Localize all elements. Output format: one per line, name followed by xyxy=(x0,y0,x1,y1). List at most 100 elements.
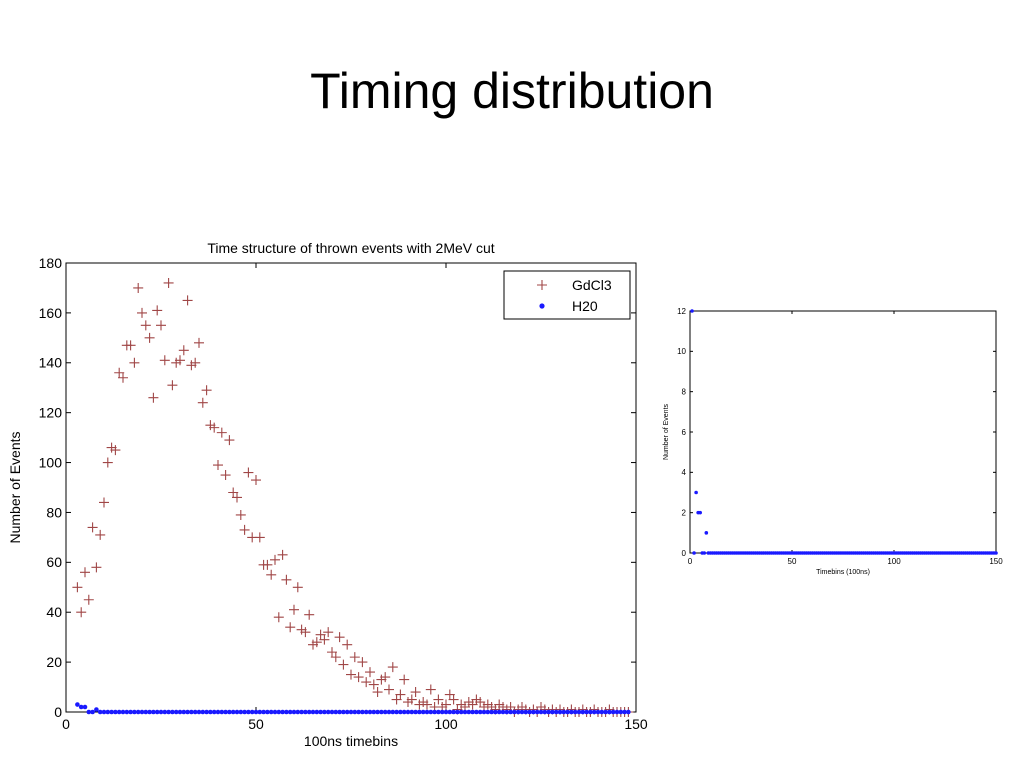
h2o-point xyxy=(219,709,225,715)
h2o-point xyxy=(474,709,479,715)
gdcl3-point xyxy=(220,470,231,481)
h2o-point xyxy=(462,709,468,715)
y-tick-label: 2 xyxy=(682,508,687,517)
h2o-point xyxy=(147,709,152,715)
gdcl3-point xyxy=(425,684,436,695)
h2o-point xyxy=(333,709,339,715)
h2o-point xyxy=(200,709,206,715)
y-tick-label: 10 xyxy=(677,347,686,356)
h2o-point xyxy=(124,709,130,715)
h2o-point xyxy=(538,709,544,715)
h2o-point xyxy=(128,709,133,715)
gdcl3-point xyxy=(277,549,288,560)
gdcl3-point xyxy=(216,427,227,438)
h2o-point xyxy=(413,709,418,715)
h2o-point xyxy=(447,709,453,715)
h2o-point xyxy=(519,709,525,715)
h2o-point xyxy=(382,709,388,715)
x-tick-label: 150 xyxy=(989,557,1003,566)
h2o-point xyxy=(390,709,396,715)
plot-frame xyxy=(689,310,997,554)
h2o-point xyxy=(508,709,513,715)
h2o-point xyxy=(90,709,95,715)
h2o-point xyxy=(181,709,187,715)
h2o-point xyxy=(299,709,304,715)
h2o-point xyxy=(626,709,631,715)
gdcl3-point xyxy=(254,532,265,543)
h2o-point xyxy=(702,551,707,555)
h2o-point xyxy=(367,709,373,715)
legend-label: GdCl3 xyxy=(572,277,612,293)
h2o-point xyxy=(610,709,616,715)
h2o-point xyxy=(86,709,92,715)
gdcl3-point xyxy=(441,699,451,710)
h2o-point xyxy=(253,709,259,715)
h2o-point xyxy=(132,709,137,715)
h2o-point xyxy=(398,709,403,715)
h2o-point xyxy=(500,709,506,715)
h2o-point xyxy=(246,709,251,715)
gdcl3-point xyxy=(395,689,406,700)
h2o-point xyxy=(485,709,491,715)
h2o-point xyxy=(173,709,179,715)
y-tick-label: 8 xyxy=(682,387,687,396)
gdcl3-point xyxy=(338,659,349,670)
h2o-point xyxy=(470,709,475,715)
gdcl3-point xyxy=(201,385,212,396)
h2o-point xyxy=(401,709,407,715)
y-tick-label: 160 xyxy=(39,305,63,321)
h2o-point xyxy=(607,709,612,715)
h2o-point xyxy=(591,709,597,715)
slide-title: Timing distribution xyxy=(310,63,714,119)
h2o-point xyxy=(371,709,377,715)
y-axis-label: Number of Events xyxy=(663,403,670,460)
h2o-point xyxy=(546,709,551,715)
h2o-point xyxy=(329,709,335,715)
y-tick-label: 6 xyxy=(682,428,687,437)
h2o-point xyxy=(310,709,316,715)
gdcl3-point xyxy=(167,380,178,391)
h2o-point xyxy=(424,709,430,715)
h2o-point xyxy=(113,709,118,715)
y-tick-label: 140 xyxy=(39,355,63,371)
gdcl3-point xyxy=(399,674,410,685)
h2o-point xyxy=(94,707,99,712)
gdcl3-point xyxy=(99,497,109,508)
h2o-point xyxy=(162,709,168,715)
gdcl3-point xyxy=(361,677,372,688)
gdcl3-point xyxy=(110,445,121,456)
h2o-point xyxy=(428,709,434,715)
h2o-point xyxy=(192,709,198,715)
h2o-point xyxy=(375,709,380,715)
h2o-point xyxy=(493,709,498,715)
gdcl3-point xyxy=(448,694,459,705)
h2o-point xyxy=(151,709,156,715)
h2o-point xyxy=(268,709,274,715)
h2o-point xyxy=(565,709,570,715)
gdcl3-point xyxy=(163,277,174,288)
gdcl3-point xyxy=(239,524,250,535)
h2o-point xyxy=(531,709,536,715)
h2o-point xyxy=(580,709,586,715)
h2o-point xyxy=(211,709,217,715)
h2o-point xyxy=(360,709,365,715)
h2o-point xyxy=(550,709,555,715)
y-tick-label: 20 xyxy=(46,654,62,670)
h2o-point xyxy=(97,709,103,715)
gdcl3-point xyxy=(342,639,353,650)
h2o-point xyxy=(249,709,255,715)
gdcl3-point xyxy=(213,460,223,471)
gdcl3-point xyxy=(304,609,315,620)
h2o-point xyxy=(588,709,593,715)
h2o-point xyxy=(692,551,696,555)
h2o-point xyxy=(356,709,361,715)
h2o-point xyxy=(284,709,289,715)
gdcl3-point xyxy=(190,357,201,368)
h2o-point xyxy=(272,709,278,715)
gdcl3-point xyxy=(175,355,185,366)
x-tick-label: 50 xyxy=(788,557,797,566)
h2o-point xyxy=(489,709,494,715)
h2o-point xyxy=(436,709,441,715)
h2o-point xyxy=(280,709,285,715)
